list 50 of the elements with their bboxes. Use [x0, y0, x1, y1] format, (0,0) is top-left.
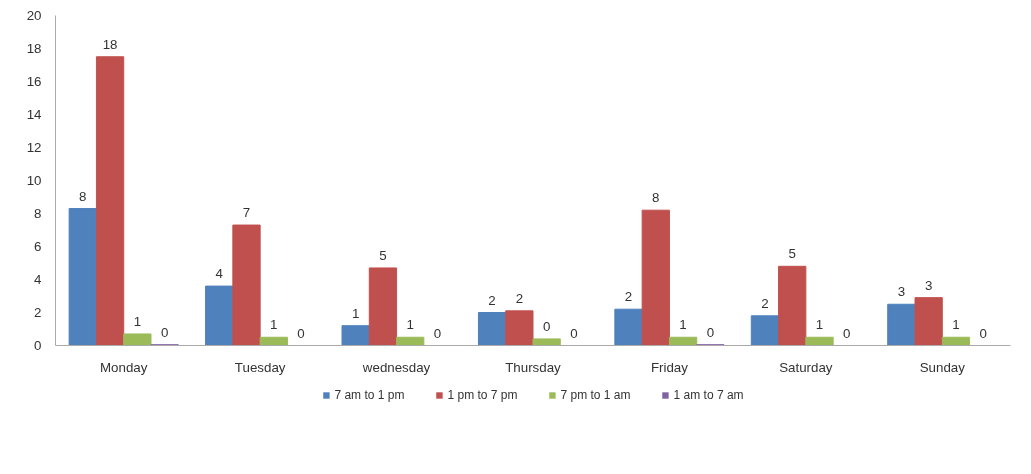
legend-label: 7 am to 1 pm: [334, 388, 405, 402]
y-tick-label: 20: [26, 8, 42, 23]
data-label: 7: [242, 205, 251, 221]
x-tick-label: Sunday: [919, 359, 966, 375]
data-label: 2: [624, 289, 633, 305]
data-label: 2: [488, 292, 496, 308]
data-label: 0: [706, 324, 715, 340]
y-tick-label: 4: [34, 272, 43, 287]
data-label: 0: [542, 318, 551, 334]
y-tick-label: 14: [26, 107, 43, 122]
legend-label: 1 pm to 7 pm: [447, 388, 518, 402]
y-tick-label: 12: [26, 140, 42, 155]
data-label: 5: [379, 247, 387, 263]
data-label: 0: [433, 325, 442, 341]
data-label: 1: [952, 317, 960, 333]
x-tick-label: Tuesday: [234, 359, 286, 375]
x-tick-label: Thursday: [505, 359, 562, 375]
x-tick-label: Friday: [650, 359, 689, 375]
y-tick-label: 2: [34, 305, 42, 320]
y-tick-label: 8: [34, 206, 42, 221]
legend-label: 1 am to 7 am: [673, 388, 744, 402]
data-label: 1: [270, 317, 278, 333]
data-label: 2: [761, 295, 769, 311]
data-label: 8: [652, 190, 660, 206]
legend-label: 7 pm to 1 am: [560, 388, 631, 402]
y-tick-label: 10: [26, 173, 42, 188]
data-label: 4: [215, 266, 224, 282]
y-tick-label: 18: [26, 41, 42, 56]
data-label: 8: [79, 188, 87, 204]
data-label: 5: [788, 246, 796, 262]
data-label: 0: [843, 325, 851, 341]
data-label: 2: [515, 290, 524, 306]
y-tick-label: 6: [34, 239, 42, 254]
data-label: 0: [570, 325, 578, 341]
x-tick-label: Saturday: [779, 359, 833, 375]
x-tick-label: wednesday: [361, 359, 431, 375]
data-label: 1: [133, 313, 142, 329]
data-label: 1: [815, 317, 824, 333]
y-tick-label: 16: [26, 74, 42, 89]
data-label: 1: [406, 317, 414, 333]
data-label: 1: [679, 317, 687, 333]
data-label: 1: [351, 305, 360, 321]
data-label: 0: [297, 325, 305, 341]
data-label: 18: [102, 36, 118, 52]
data-label: 0: [979, 325, 987, 341]
data-label: 0: [160, 324, 169, 340]
data-label: 3: [924, 277, 933, 293]
x-tick-label: Monday: [100, 359, 148, 375]
data-label: 3: [897, 284, 906, 300]
y-tick-label: 0: [34, 338, 42, 353]
